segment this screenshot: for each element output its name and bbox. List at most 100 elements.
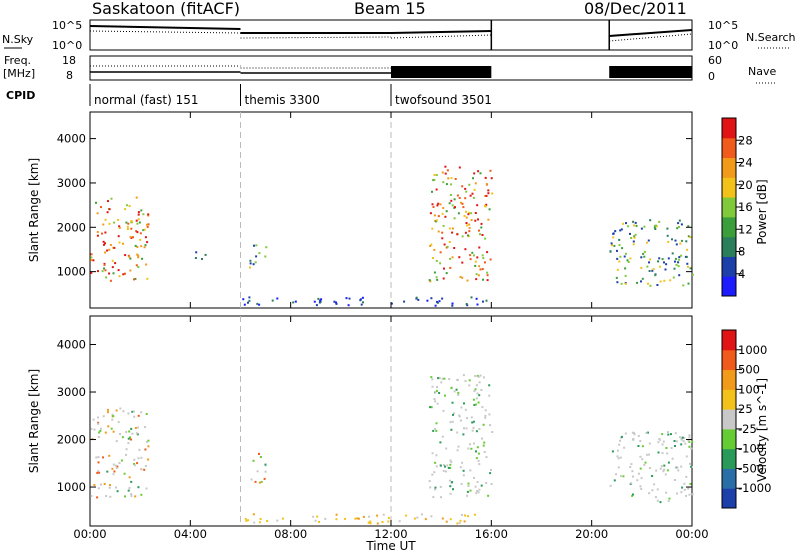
range-gate-cell xyxy=(616,257,619,260)
range-gate-cell xyxy=(486,251,489,254)
freq-tick-top: 18 xyxy=(62,54,76,67)
range-gate-cell xyxy=(345,297,348,300)
range-gate-cell xyxy=(462,469,465,472)
range-gate-cell xyxy=(335,301,337,304)
range-gate-cell xyxy=(485,456,488,459)
range-gate-cell xyxy=(362,301,364,304)
range-gate-cell xyxy=(456,449,459,452)
range-gate-cell xyxy=(443,243,446,246)
range-gate-cell xyxy=(97,436,100,438)
range-gate-cell xyxy=(436,402,439,405)
range-gate-cell xyxy=(448,378,451,381)
range-gate-cell xyxy=(102,456,104,459)
range-gate-cell xyxy=(146,440,148,443)
range-gate-cell xyxy=(252,513,255,516)
range-gate-cell xyxy=(657,451,660,454)
range-gate-cell xyxy=(139,238,142,241)
range-gate-cell xyxy=(477,170,480,173)
range-gate-cell xyxy=(630,463,633,466)
range-gate-cell xyxy=(488,413,491,416)
range-gate-cell xyxy=(93,484,96,486)
nave-label: Nave xyxy=(748,65,776,78)
range-gate-cell xyxy=(112,415,115,418)
range-gate-cell xyxy=(680,443,683,446)
range-gate-cell xyxy=(481,254,484,257)
range-gate-cell xyxy=(93,428,96,431)
range-gate-cell xyxy=(435,219,438,222)
range-gate-cell xyxy=(433,248,436,251)
range-gate-cell xyxy=(435,259,438,262)
range-gate-cell xyxy=(667,433,670,436)
range-gate-cell xyxy=(430,515,433,518)
range-gate-cell xyxy=(658,220,661,223)
range-gate-cell xyxy=(475,297,478,300)
range-gate-cell xyxy=(133,415,136,418)
range-gate-cell xyxy=(659,280,662,283)
range-gate-cell xyxy=(449,518,452,521)
range-gate-cell xyxy=(112,430,115,433)
range-gate-cell xyxy=(112,473,115,476)
range-gate-cell xyxy=(430,297,433,300)
range-gate-cell xyxy=(258,252,261,255)
range-gate-cell xyxy=(459,466,462,469)
range-gate-cell xyxy=(618,443,621,446)
range-gate-cell xyxy=(619,456,622,459)
range-gate-cell xyxy=(479,374,482,377)
range-gate-cell xyxy=(441,377,444,380)
range-gate-cell xyxy=(481,234,484,236)
range-gate-cell xyxy=(125,221,128,224)
range-gate-cell xyxy=(264,470,267,473)
range-gate-cell xyxy=(398,520,401,523)
date-title: 08/Dec/2011 xyxy=(584,0,687,18)
range-gate-cell xyxy=(348,297,351,300)
power-axes: 1000 2000 3000 4000 xyxy=(57,112,693,308)
range-gate-cell xyxy=(137,266,140,268)
range-gate-cell xyxy=(641,458,644,461)
range-gate-cell xyxy=(609,484,612,487)
range-gate-cell xyxy=(677,222,680,225)
range-gate-cell xyxy=(136,222,139,225)
range-gate-cell xyxy=(456,194,459,197)
range-gate-cell xyxy=(621,247,624,250)
range-gate-cell xyxy=(104,431,107,434)
range-gate-cell xyxy=(122,273,125,276)
range-gate-cell xyxy=(387,517,390,520)
range-gate-cell xyxy=(472,426,475,429)
range-gate-cell xyxy=(618,260,621,263)
range-gate-cell xyxy=(632,438,635,441)
range-gate-cell xyxy=(439,441,442,444)
range-gate-cell xyxy=(432,257,434,259)
nave-tick-top: 60 xyxy=(708,54,722,67)
range-gate-cell xyxy=(128,205,131,208)
range-gate-cell xyxy=(92,259,95,262)
range-gate-cell xyxy=(477,375,480,378)
range-gate-cell xyxy=(97,422,100,425)
range-gate-cell xyxy=(147,213,150,216)
range-gate-cell xyxy=(249,259,252,262)
range-gate-cell xyxy=(623,446,626,449)
range-gate-cell xyxy=(318,520,320,523)
range-gate-cell xyxy=(484,261,486,264)
x-tick-label: 12:00 xyxy=(374,527,407,541)
range-gate-cell xyxy=(688,434,691,437)
range-gate-cell xyxy=(96,471,99,474)
range-gate-cell xyxy=(629,232,631,235)
range-gate-cell xyxy=(482,444,485,447)
range-gate-cell xyxy=(619,439,622,442)
range-gate-cell xyxy=(680,223,683,226)
range-gate-cell xyxy=(204,253,207,256)
range-gate-cell xyxy=(90,259,93,262)
range-gate-cell xyxy=(654,228,657,230)
range-gate-cell xyxy=(478,246,481,249)
cpid-row: normal (fast) 151 themis 3300 twofsound 35… xyxy=(89,84,492,107)
nave-tick-bottom: 0 xyxy=(708,70,715,83)
range-gate-cell xyxy=(666,227,669,230)
range-gate-cell xyxy=(458,197,461,199)
range-gate-cell xyxy=(664,268,667,271)
range-gate-cell xyxy=(369,520,372,523)
range-gate-cell xyxy=(194,257,197,259)
range-gate-cell xyxy=(97,470,100,473)
range-gate-cell xyxy=(451,204,454,207)
y-tick-label: 1000 xyxy=(57,480,86,494)
range-gate-cell xyxy=(483,441,486,444)
